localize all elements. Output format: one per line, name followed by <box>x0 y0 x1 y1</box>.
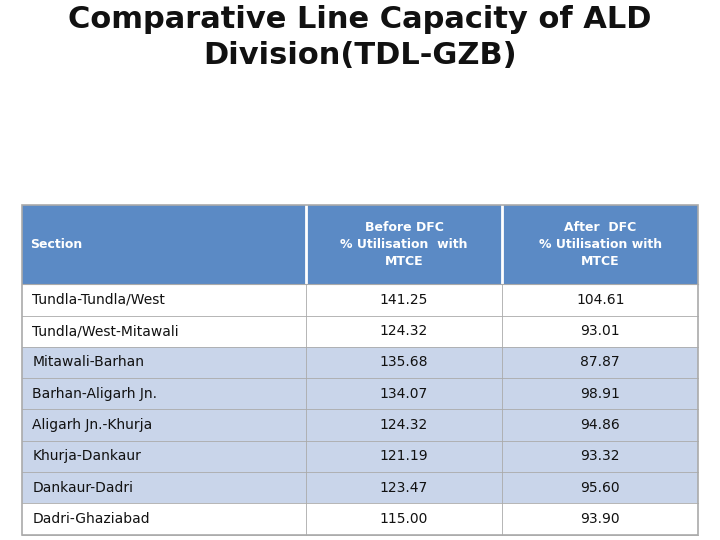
Text: 95.60: 95.60 <box>580 481 620 495</box>
Text: After  DFC
% Utilisation with
MTCE: After DFC % Utilisation with MTCE <box>539 221 662 268</box>
Text: Comparative Line Capacity of ALD
Division(TDL-GZB): Comparative Line Capacity of ALD Divisio… <box>68 5 652 70</box>
Text: 121.19: 121.19 <box>379 449 428 463</box>
Text: 87.87: 87.87 <box>580 355 620 369</box>
Text: Before DFC
% Utilisation  with
MTCE: Before DFC % Utilisation with MTCE <box>341 221 468 268</box>
Bar <box>22 284 698 315</box>
Text: Tundla-Tundla/West: Tundla-Tundla/West <box>32 293 166 307</box>
Text: 98.91: 98.91 <box>580 387 620 401</box>
Text: Mitawali-Barhan: Mitawali-Barhan <box>32 355 145 369</box>
Bar <box>22 503 698 535</box>
Text: Section: Section <box>30 238 83 251</box>
Text: 124.32: 124.32 <box>380 324 428 338</box>
Text: Dankaur-Dadri: Dankaur-Dadri <box>32 481 133 495</box>
Text: Barhan-Aligarh Jn.: Barhan-Aligarh Jn. <box>32 387 158 401</box>
Bar <box>22 378 698 409</box>
Text: 141.25: 141.25 <box>380 293 428 307</box>
Text: 115.00: 115.00 <box>380 512 428 526</box>
Bar <box>22 205 698 284</box>
Bar <box>22 347 698 378</box>
Text: 124.32: 124.32 <box>380 418 428 432</box>
Bar <box>22 441 698 472</box>
Text: 123.47: 123.47 <box>380 481 428 495</box>
Bar <box>22 409 698 441</box>
Text: 93.90: 93.90 <box>580 512 620 526</box>
Bar <box>22 315 698 347</box>
Bar <box>22 472 698 503</box>
Text: Aligarh Jn.-Khurja: Aligarh Jn.-Khurja <box>32 418 153 432</box>
Text: 135.68: 135.68 <box>379 355 428 369</box>
Bar <box>22 205 698 535</box>
Text: 93.01: 93.01 <box>580 324 620 338</box>
Text: 94.86: 94.86 <box>580 418 620 432</box>
Text: Dadri-Ghaziabad: Dadri-Ghaziabad <box>32 512 150 526</box>
Text: Khurja-Dankaur: Khurja-Dankaur <box>32 449 141 463</box>
Text: Tundla/West-Mitawali: Tundla/West-Mitawali <box>32 324 179 338</box>
Text: 134.07: 134.07 <box>380 387 428 401</box>
Text: 93.32: 93.32 <box>580 449 620 463</box>
Text: 104.61: 104.61 <box>576 293 624 307</box>
